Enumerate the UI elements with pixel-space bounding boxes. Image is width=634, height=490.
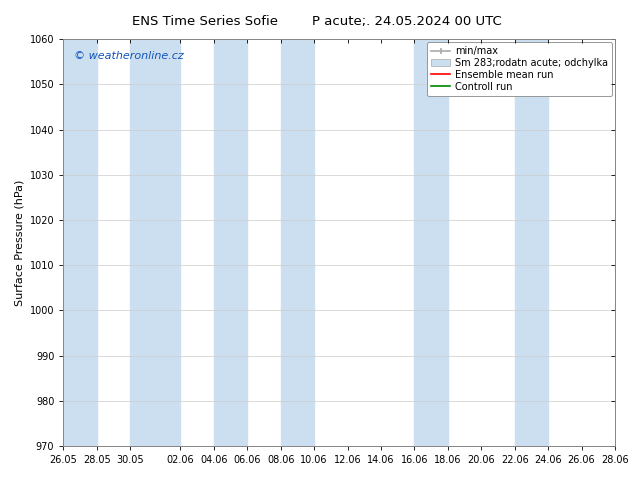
Bar [130, 39, 181, 446]
Text: ENS Time Series Sofie        P acute;. 24.05.2024 00 UTC: ENS Time Series Sofie P acute;. 24.05.20… [132, 15, 502, 28]
Legend: min/max, Sm 283;rodatn acute; odchylka, Ensemble mean run, Controll run: min/max, Sm 283;rodatn acute; odchylka, … [427, 42, 612, 96]
Bar [214, 39, 247, 446]
Bar [63, 39, 97, 446]
Y-axis label: Surface Pressure (hPa): Surface Pressure (hPa) [14, 179, 24, 306]
Bar [281, 39, 314, 446]
Bar [415, 39, 448, 446]
Text: © weatheronline.cz: © weatheronline.cz [74, 51, 184, 61]
Bar [515, 39, 548, 446]
